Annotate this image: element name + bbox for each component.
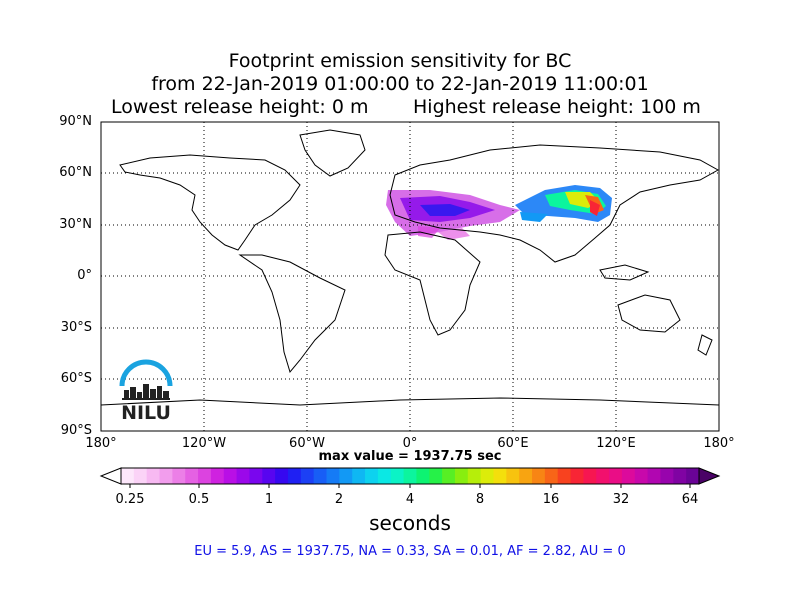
colorbar-segment	[210, 468, 225, 484]
lat-label-90s: 90°S	[60, 423, 92, 438]
lon-label-0: 0°	[402, 436, 418, 451]
lon-label-120w: 120°W	[181, 436, 227, 451]
colorbar-segment	[185, 468, 199, 484]
colorbar-segment	[557, 468, 572, 484]
colorbar-segment	[519, 468, 533, 484]
colorbar-max-arrow	[698, 467, 721, 485]
graticule	[101, 122, 719, 431]
colorbar-segment	[326, 468, 340, 484]
colorbar-segment	[313, 468, 328, 484]
colorbar-segment	[596, 468, 610, 484]
colorbar-segment	[352, 468, 366, 484]
colorbar-segments	[121, 468, 700, 484]
colorbar-segment	[647, 468, 662, 484]
colorbar-segment	[429, 468, 443, 484]
colorbar-segment	[660, 468, 674, 484]
colorbar-segment	[467, 468, 482, 484]
lat-label-60n: 60°N	[59, 165, 92, 180]
lon-label-120e: 120°E	[596, 436, 636, 451]
colorbar-segment	[236, 468, 251, 484]
lat-label-30s: 30°S	[60, 320, 92, 335]
colorbar-min-arrow	[99, 467, 122, 485]
nilu-logo: NILU	[116, 356, 176, 426]
lon-label-60w: 60°W	[289, 436, 325, 451]
colorbar-segment	[454, 468, 469, 484]
colorbar-segment	[416, 468, 430, 484]
colorbar-tick-64: 64	[681, 492, 699, 507]
nilu-logo-graphic: NILU	[119, 359, 173, 424]
colorbar-segment	[377, 468, 392, 484]
colorbar-segment	[621, 468, 636, 484]
colorbar-segment	[249, 468, 263, 484]
lat-label-60s: 60°S	[60, 371, 92, 386]
nilu-logo-text: NILU	[121, 402, 171, 424]
colorbar-units: seconds	[369, 511, 451, 535]
lat-label-30n: 30°N	[59, 217, 92, 232]
colorbar-segment	[262, 468, 276, 484]
colorbar-segment	[300, 468, 315, 484]
colorbar-segment	[480, 468, 495, 484]
colorbar-segment	[532, 468, 546, 484]
colorbar-segment	[198, 468, 212, 484]
colorbar-tick-0.25: 0.25	[115, 492, 145, 507]
colorbar-segment	[493, 468, 507, 484]
colorbar-tick-4: 4	[405, 492, 415, 507]
colorbar-ticks	[129, 484, 691, 488]
colorbar-segment	[544, 468, 559, 484]
lon-label-180e: 180°	[703, 436, 735, 451]
colorbar-segment	[390, 468, 405, 484]
colorbar-segment	[287, 468, 302, 484]
lat-label-equator: 0°	[77, 268, 92, 283]
footprint-plume	[386, 185, 612, 240]
colorbar-tick-2: 2	[334, 492, 344, 507]
colorbar-segment	[634, 468, 649, 484]
colorbar-tick-32: 32	[612, 492, 630, 507]
map-frame	[100, 121, 720, 432]
plot-title: Footprint emission sensitivity for BC	[228, 50, 572, 72]
colorbar-segment	[403, 468, 418, 484]
colorbar-segment	[133, 468, 148, 484]
colorbar-segment	[275, 468, 289, 484]
max-value-label: max value = 1937.75 sec	[318, 449, 502, 464]
colorbar-tick-16: 16	[542, 492, 560, 507]
colorbar-segment	[121, 468, 135, 484]
colorbar-segment	[673, 468, 687, 484]
regional-stats: EU = 5.9, AS = 1937.75, NA = 0.33, SA = …	[194, 544, 626, 559]
colorbar-segment	[365, 468, 379, 484]
colorbar-segment	[506, 468, 520, 484]
colorbar-segment	[172, 468, 186, 484]
colorbar-segment	[146, 468, 161, 484]
highest-release-height: Highest release height: 100 m	[413, 96, 701, 118]
colorbar-segment	[583, 468, 597, 484]
lon-label-60e: 60°E	[497, 436, 529, 451]
colorbar-segment	[686, 468, 700, 484]
lat-label-90n: 90°N	[59, 114, 92, 129]
colorbar-tick-8: 8	[475, 492, 485, 507]
colorbar-segment	[223, 468, 238, 484]
colorbar-segment	[339, 468, 353, 484]
lowest-release-height: Lowest release height: 0 m	[111, 96, 369, 118]
colorbar-segment	[442, 468, 456, 484]
colorbar-segment	[609, 468, 623, 484]
colorbar-tick-0.5: 0.5	[188, 492, 210, 507]
colorbar-segment	[159, 468, 173, 484]
colorbar-tick-1: 1	[264, 492, 274, 507]
colorbar-segment	[570, 468, 584, 484]
plot-time-range: from 22-Jan-2019 01:00:00 to 22-Jan-2019…	[151, 73, 649, 95]
lon-label-180w: 180°	[85, 436, 117, 451]
